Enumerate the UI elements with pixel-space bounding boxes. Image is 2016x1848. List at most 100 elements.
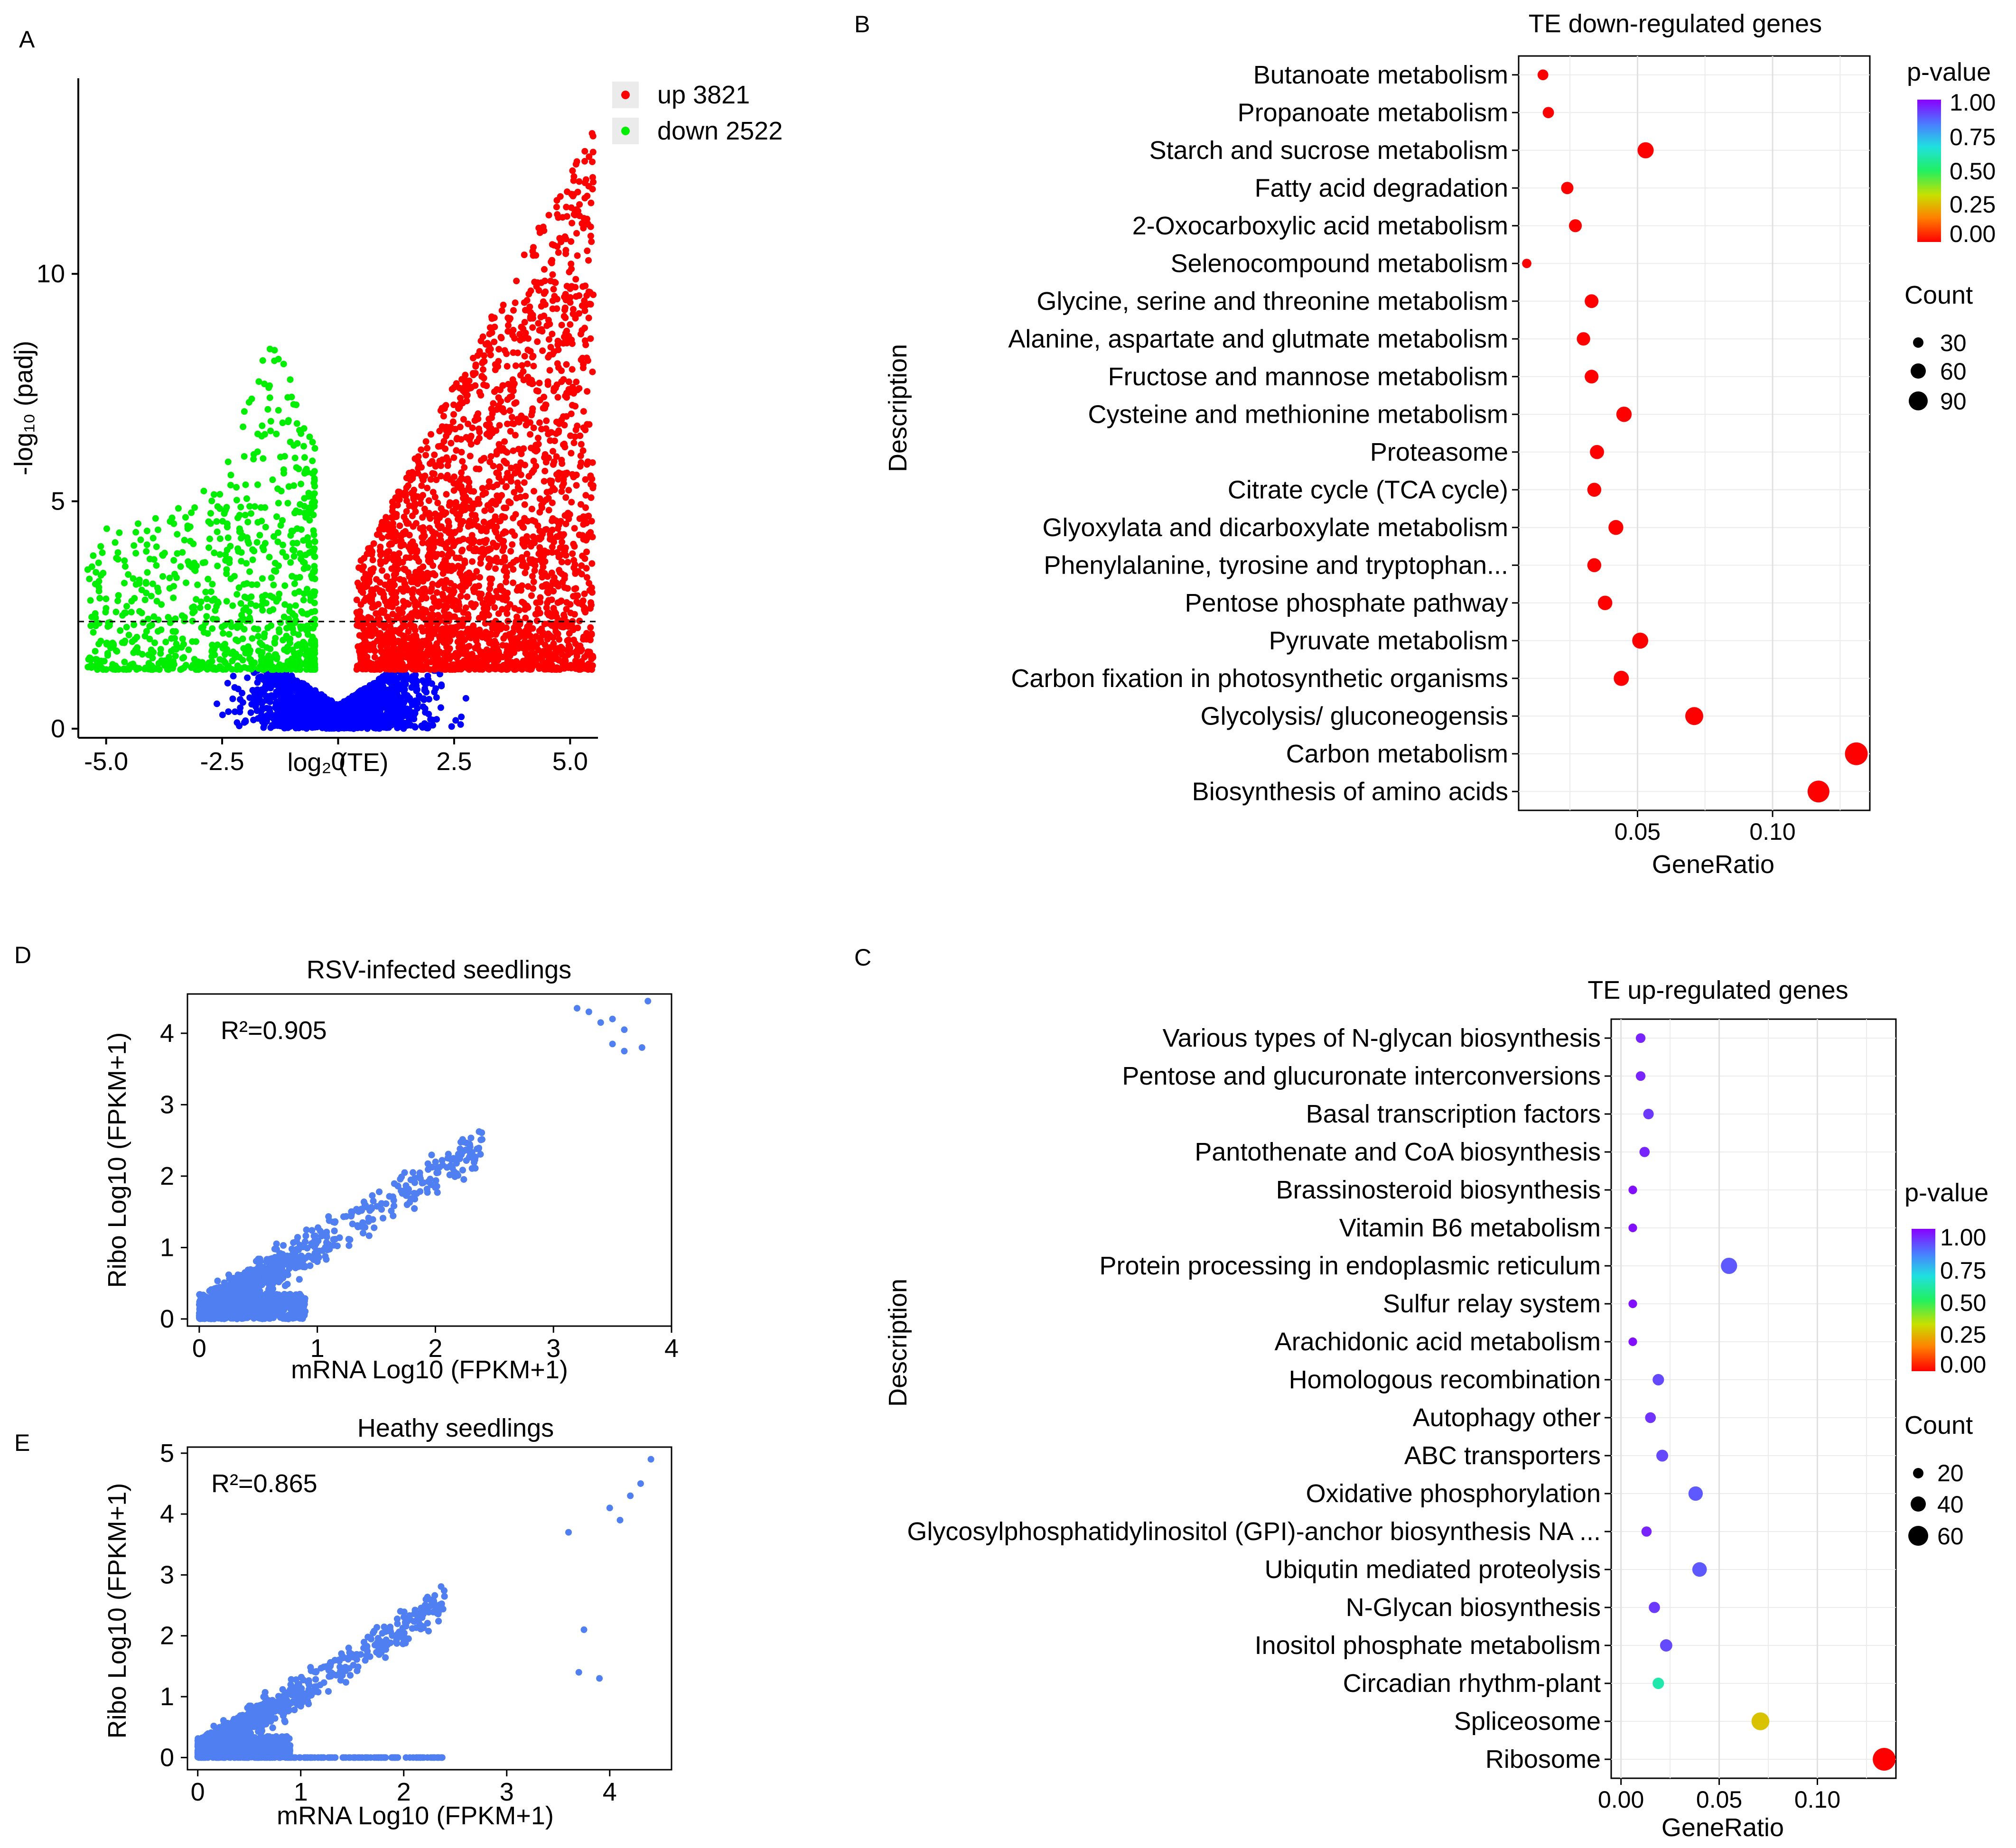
point-up: [517, 486, 524, 493]
point-down: [254, 626, 261, 633]
point-down: [260, 547, 267, 554]
point-down: [171, 571, 178, 578]
point-down: [270, 533, 277, 540]
point-down: [130, 575, 137, 582]
point-up: [562, 494, 569, 501]
point-up: [522, 329, 529, 336]
point-down: [252, 503, 259, 510]
point-down: [187, 523, 194, 530]
point-down: [142, 579, 149, 586]
point-down: [264, 406, 271, 413]
point-up: [489, 429, 496, 436]
point-down: [136, 576, 143, 584]
point-up: [589, 459, 596, 466]
point-up: [578, 562, 585, 569]
point-up: [426, 558, 433, 566]
point-down: [300, 425, 308, 432]
point-down: [290, 629, 297, 636]
point-down: [269, 594, 276, 601]
point-up: [576, 531, 583, 539]
point-not-significant: [303, 682, 310, 689]
point-up: [521, 353, 528, 360]
point-up: [406, 502, 413, 510]
point-down: [216, 491, 224, 498]
point-up: [418, 595, 425, 603]
point-up: [484, 340, 491, 347]
point-down: [187, 538, 194, 545]
point-down: [307, 653, 314, 660]
point-down: [233, 484, 240, 491]
point-up: [559, 539, 566, 546]
point-down: [104, 652, 111, 659]
point-up: [493, 451, 500, 458]
point-up: [573, 158, 580, 165]
point-down: [202, 588, 209, 595]
point-down: [233, 497, 240, 504]
point-up: [587, 301, 594, 308]
point-up: [530, 578, 537, 585]
point-up: [382, 558, 389, 565]
point-up: [370, 566, 377, 573]
point-down: [233, 591, 241, 598]
point-down: [251, 548, 258, 555]
point-up: [512, 299, 519, 306]
point-up: [486, 478, 493, 485]
point-not-significant: [422, 709, 429, 716]
point-down: [259, 575, 266, 582]
point-up: [461, 384, 468, 391]
point-not-significant: [377, 723, 384, 730]
point-down: [223, 598, 230, 605]
point-down: [261, 540, 269, 547]
point-up: [546, 321, 553, 328]
point-up: [436, 658, 443, 665]
point-not-significant: [280, 722, 287, 729]
point-down: [298, 481, 305, 488]
point-down: [166, 575, 173, 582]
point-up: [467, 488, 475, 495]
point-down: [289, 659, 297, 667]
point-up: [511, 532, 518, 539]
point-not-significant: [289, 678, 296, 685]
point-down: [309, 457, 316, 464]
point-not-significant: [420, 679, 428, 686]
point-up: [479, 491, 486, 498]
point-not-significant: [355, 705, 362, 712]
point-up: [529, 405, 536, 412]
point-down: [272, 568, 280, 575]
point-down: [88, 563, 95, 570]
point-up: [569, 550, 576, 557]
point-not-significant: [230, 673, 237, 680]
point-down: [213, 518, 220, 525]
point-down: [285, 483, 292, 490]
point-up: [501, 567, 508, 574]
point-down: [277, 454, 284, 461]
point-down: [123, 603, 131, 610]
point-down: [246, 655, 253, 662]
point-up: [461, 500, 468, 507]
point-up: [531, 539, 538, 547]
point-down: [274, 538, 281, 545]
point-down: [248, 581, 255, 588]
point-up: [501, 554, 508, 561]
point-up: [362, 571, 369, 578]
point-up: [578, 356, 585, 363]
point-down: [273, 430, 280, 437]
point-up: [430, 534, 437, 541]
point-up: [368, 551, 375, 558]
point-down: [309, 494, 317, 501]
point-down: [240, 423, 247, 430]
point-up: [513, 613, 521, 621]
point-up: [390, 557, 397, 564]
point-up: [403, 497, 411, 504]
point-up: [556, 636, 563, 643]
point-up: [541, 478, 548, 485]
point-down: [287, 559, 294, 566]
point-down: [168, 617, 176, 624]
point-down: [146, 622, 153, 630]
point-up: [521, 299, 528, 306]
point-up: [504, 322, 512, 329]
panel-label-e: E: [14, 1430, 30, 1456]
point-down: [261, 659, 268, 667]
point-up: [549, 526, 556, 533]
point-not-significant: [368, 685, 375, 692]
